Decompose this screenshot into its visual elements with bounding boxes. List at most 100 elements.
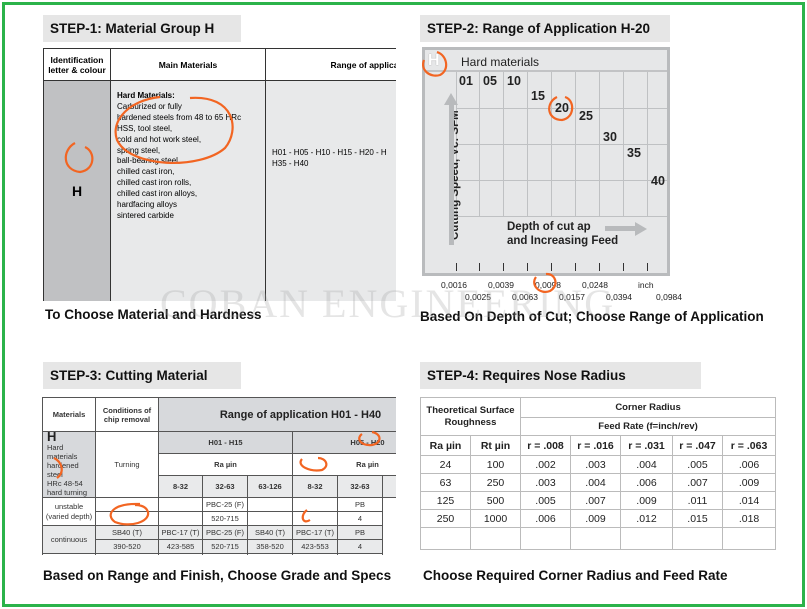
arrow-right-icon [635,222,647,236]
column-header: r = .016 [570,435,622,456]
column-header: Ra µin [420,435,471,456]
material-item: sintered carbide [117,210,174,220]
grade-cell: 358-520 [247,539,293,554]
table-row: 125 500.005.007.009.011.014 [420,491,777,510]
grade-cell: PBC-17 (T) [292,553,338,555]
mat-desc: HRc 48-54 [47,479,83,488]
table-row: continuous SB40 (T) PBC-17 (T) PBC-25 (F) SB… [42,525,397,554]
table-cell: 250 [420,509,471,528]
tick-label: 0,0394 [606,292,632,302]
axis-tick [503,263,504,271]
grade-cell: PBC-17 (T) [158,553,203,555]
step2-title: STEP-2: Range of Application H-20 [420,15,670,42]
table-row: 520-715 4 [43,511,397,526]
material-cell: H Hard materials hardened steel HRc 48-54 hard… [42,431,96,498]
step1-caption: To Choose Material and Hardness [45,307,262,322]
table-cell [620,527,674,550]
grid-line-h [456,216,667,217]
material-item: cold and hot work steel, [117,134,202,144]
table-cell: .005 [672,455,724,474]
axis-tick [551,263,552,271]
table-cell: .006 [620,473,674,492]
material-item: hardfacing alloys [117,200,178,210]
grade-cell [95,511,159,526]
column-header: r = .031 [620,435,674,456]
axis-tick [599,263,600,271]
group-h05-h20: H05 - H20 [292,431,396,454]
grade-cell: SB40 (T) [247,525,293,540]
table-cell [570,527,622,550]
grade-cell: 4 [337,511,383,526]
table-cell: .018 [722,509,777,528]
material-item: chilled cast iron, [117,167,175,177]
table-cell: .009 [620,491,674,510]
grade-cell: 423-585 [158,539,203,554]
x-axis-arrow [605,226,637,231]
table-cell: 125 [420,491,471,510]
material-item: chilled cast iron alloys, [117,189,198,199]
step3-caption: Based on Range and Finish, Choose Grade … [43,568,392,583]
table-cell: .012 [620,509,674,528]
table-cell: 100 [469,455,522,474]
cutting-material-table: Materials Conditions of chip removal Range… [42,397,396,555]
header-identification: Identification letter & colour [43,48,111,81]
ra-range-header: 8-32 [292,475,338,498]
grade-cell [158,511,203,526]
header-roughness: Theoretical Surface Roughness [419,397,522,436]
table-row: 63 250.003.004.006.007.009 [420,473,777,492]
mat-desc: hardened [47,461,79,470]
header-materials: Materials [42,397,96,432]
tick-label: 0,0984 [656,292,682,302]
grade-cell: PBC-17 (T) [158,525,203,540]
material-item: hardened steels from 48 to 65 HRc [117,112,242,122]
step3-title: STEP-3: Cutting Material [43,362,241,389]
grade-label: 01 [459,74,473,88]
grade-label: 30 [603,130,617,144]
table-cell [420,527,471,550]
nose-radius-table: Theoretical Surface Roughness Corner Radi… [419,397,777,550]
tick-label: 0,0016 [441,280,467,290]
grade-label: 05 [483,74,497,88]
material-item: Carburized or fully [117,101,182,111]
header-range: Range of application H01 - H40 [158,397,396,432]
grade-cell: PBC-25 (T) [202,553,248,555]
material-letter: H [47,431,57,444]
header-corner-radius: Corner Radius [520,397,777,418]
table-row [420,527,777,550]
grade-cell: PB [337,553,383,555]
turning-cell: Turning [95,431,159,498]
material-item: chilled cast iron rolls, [117,178,192,188]
application-chart [422,47,670,276]
y-axis-arrow [449,100,454,245]
grade-label: 15 [531,89,545,103]
grade-cell: 520-715 [202,539,248,554]
tick-label: 0,0063 [512,292,538,302]
axis-tick [575,263,576,271]
grade-cell [292,497,338,512]
step4-title: STEP-4: Requires Nose Radius [420,362,701,389]
grade-cell: PBC-25 (F) [202,497,248,512]
tick-label: inch [638,280,654,290]
column-header: r = .047 [672,435,724,456]
main-materials-cell: Hard Materials: Carburized or fully hard… [110,80,266,301]
watermark: COBAN ENGINEERING [160,281,616,326]
table-cell: 500 [469,491,522,510]
grade-label: 40 [651,174,665,188]
table-cell: .002 [520,455,572,474]
header-range: Range of applica [265,48,396,81]
materials-heading: Hard Materials: [117,91,175,100]
chart-header [425,50,667,72]
table-row: 390-520 423-585 520-715 358-520 423-553 4 [43,539,397,554]
grid-line-h [456,144,667,145]
table-cell: .014 [722,491,777,510]
arrow-up-icon [444,93,458,105]
table-cell: .003 [570,455,622,474]
ra-range-header: 8-32 [158,475,203,498]
table-cell: .004 [620,455,674,474]
grade-cell: PB [337,497,383,512]
group-h01-h15: H01 - H15 [158,431,293,454]
ra-range-header: 63-126 [247,475,293,498]
axis-tick [527,263,528,271]
table-cell: 63 [420,473,471,492]
grade-cell: 423-553 [292,539,338,554]
